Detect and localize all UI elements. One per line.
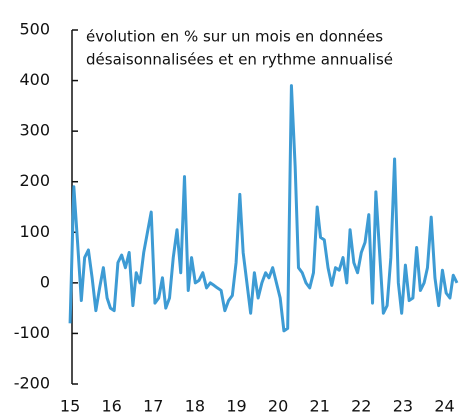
- x-tick-label: 16: [102, 397, 122, 416]
- y-tick-label: 100: [19, 222, 50, 241]
- y-tick-label: -100: [14, 323, 50, 342]
- annotation: désaisonnalisées et en rythme annualisé: [86, 51, 393, 69]
- x-tick-label: 24: [434, 397, 454, 416]
- y-tick-label: 500: [19, 20, 50, 39]
- y-tick-label: 400: [19, 70, 50, 89]
- y-tick-label: -200: [14, 374, 50, 393]
- x-tick-label: 21: [310, 397, 330, 416]
- y-tick-label: 0: [40, 272, 50, 291]
- y-tick-label: 200: [19, 171, 50, 190]
- y-tick-label: 300: [19, 121, 50, 140]
- x-tick-label: 20: [268, 397, 288, 416]
- data-line: [68, 84, 459, 333]
- x-tick-label: 22: [351, 397, 371, 416]
- annotation: évolution en % sur un mois en données: [86, 28, 383, 46]
- x-tick-label: 19: [226, 397, 246, 416]
- x-tick-label: 17: [143, 397, 163, 416]
- x-tick-label: 18: [185, 397, 205, 416]
- x-tick-label: 23: [393, 397, 413, 416]
- x-tick-label: 15: [60, 397, 80, 416]
